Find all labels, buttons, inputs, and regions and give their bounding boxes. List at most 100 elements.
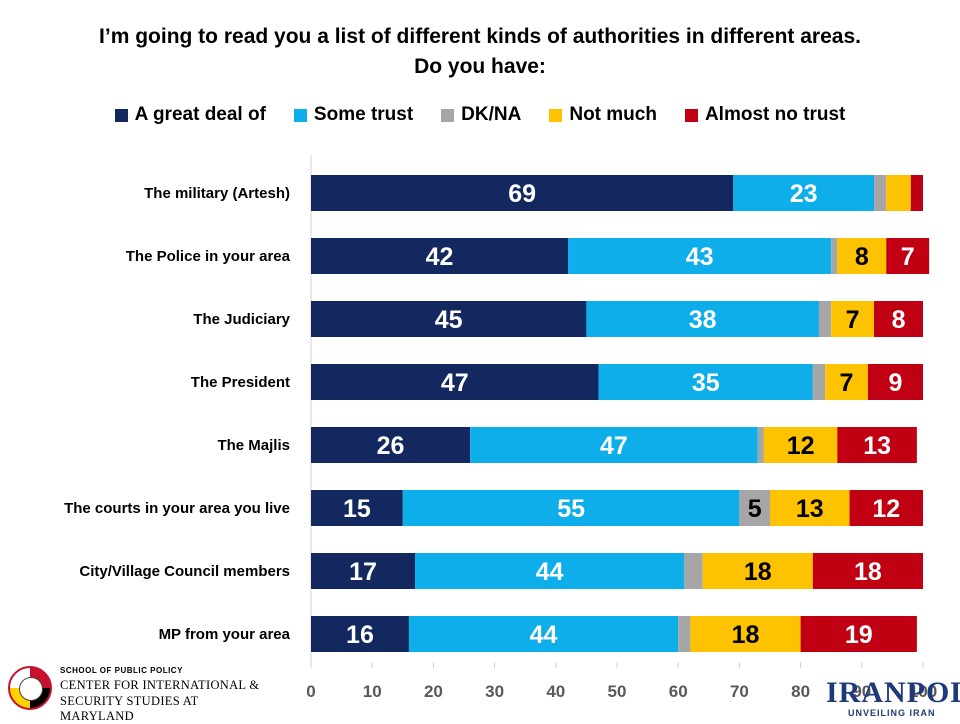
legend-item-almostno: Almost no trust [684, 104, 846, 126]
bar-segment-some [470, 427, 758, 463]
data-label: 16 [346, 621, 374, 649]
chart-title-line2: Do you have: [414, 55, 546, 78]
bar-segment-great [311, 301, 587, 337]
legend-item-great: A great deal of [114, 104, 266, 126]
bar-segment-great [311, 490, 403, 526]
data-label: 15 [343, 495, 371, 523]
iranpoll-logo: IRANPOLL UNVEILING IRAN [826, 678, 960, 719]
bar-segment-some [402, 490, 740, 526]
bar-segment-dk [684, 553, 703, 589]
data-label: 38 [689, 306, 717, 334]
bar-segment-dk [874, 175, 887, 211]
bar-segment-dk [739, 490, 770, 526]
x-tick-label: 90 [852, 682, 871, 701]
data-label: 45 [435, 306, 463, 334]
bar-segment-notmuch [837, 238, 887, 274]
bar-segment-almostno [867, 364, 923, 400]
data-label: 8 [892, 306, 906, 334]
data-label: 18 [732, 621, 760, 649]
category-label: MP from your area [159, 626, 291, 643]
bar-segment-some [586, 301, 819, 337]
category-label: The courts in your area you live [64, 500, 290, 517]
x-tick-label: 50 [608, 682, 627, 701]
legend-label-great: A great deal of [134, 104, 266, 125]
x-tick-label: 80 [791, 682, 810, 701]
legend-swatch-notmuch [549, 108, 563, 122]
bar-segment-great [311, 175, 734, 211]
legend-item-dk: DK/NA [441, 104, 521, 126]
legend-label-dk: DK/NA [461, 104, 522, 125]
bar-segment-almostno [837, 427, 917, 463]
legend-swatch-almostno [684, 108, 698, 122]
bar-segment-dk [831, 238, 838, 274]
bar-segment-some [415, 553, 685, 589]
category-label: The President [191, 374, 290, 391]
center-name-line1: CENTER FOR INTERNATIONAL & [60, 678, 260, 692]
legend-item-notmuch: Not much [549, 104, 657, 126]
iranpoll-tagline: UNVEILING IRAN [848, 708, 936, 718]
legend-swatch-great [114, 108, 128, 122]
bar-segment-dk [678, 616, 691, 652]
data-label: 43 [686, 243, 714, 271]
data-label: 19 [845, 621, 873, 649]
school-of-public-policy: SCHOOL OF PUBLIC POLICY [60, 666, 183, 675]
data-label: 9 [889, 369, 903, 397]
legend-item-some: Some trust [293, 104, 414, 126]
data-label: 5 [748, 495, 762, 523]
bar-segment-almostno [812, 553, 923, 589]
bar-segment-notmuch [825, 364, 868, 400]
bar-segment-great [311, 427, 471, 463]
data-label: 12 [787, 432, 815, 460]
iranpoll-wordmark: IRANPOLL [826, 676, 960, 709]
bar-segment-great [311, 364, 599, 400]
x-tick-label: 10 [363, 682, 382, 701]
chart-title: I’m going to read you a list of differen… [0, 22, 960, 82]
bar-segment-almostno [910, 175, 923, 211]
category-label: City/Village Council members [79, 563, 290, 580]
category-label: The military (Artesh) [144, 185, 290, 202]
data-label: 13 [863, 432, 891, 460]
bar-segment-great [311, 238, 569, 274]
bar-segment-dk [818, 301, 832, 337]
x-tick-label: 0 [306, 682, 315, 701]
chart-title-line1: I’m going to read you a list of differen… [99, 25, 861, 48]
data-label: 13 [796, 495, 824, 523]
data-label: 26 [377, 432, 405, 460]
legend-label-almostno: Almost no trust [704, 104, 846, 125]
category-label: The Majlis [217, 437, 290, 454]
data-label: 17 [349, 558, 377, 586]
x-tick-label: 70 [730, 682, 749, 701]
bar-segment-some [568, 238, 832, 274]
bar-segment-notmuch [702, 553, 813, 589]
category-label: The Judiciary [193, 311, 290, 328]
bar-segment-dk [812, 364, 826, 400]
data-label: 7 [840, 369, 854, 397]
umd-cissm-logo: SCHOOL OF PUBLIC POLICY CENTER FOR INTER… [8, 664, 268, 723]
data-label: 44 [530, 621, 558, 649]
data-label: 23 [790, 180, 818, 208]
bar-segment-notmuch [831, 301, 875, 337]
legend-swatch-some [293, 108, 307, 122]
data-label: 42 [426, 243, 454, 271]
data-label: 8 [855, 243, 869, 271]
bar-segment-notmuch [763, 427, 838, 463]
x-tick-label: 60 [669, 682, 688, 701]
bar-segment-almostno [800, 616, 917, 652]
bar-segment-great [311, 616, 409, 652]
x-tick-label: 100 [909, 682, 937, 701]
bar-segment-almostno [849, 490, 923, 526]
bar-segment-some [733, 175, 875, 211]
bar-segment-some [598, 364, 813, 400]
legend-label-some: Some trust [313, 104, 414, 125]
data-label: 18 [854, 558, 882, 586]
data-label: 47 [441, 369, 469, 397]
legend: A great deal of Some trust DK/NA Not muc… [0, 104, 960, 126]
legend-swatch-dk [441, 108, 455, 122]
category-label: The Police in your area [126, 248, 291, 265]
data-label: 18 [744, 558, 772, 586]
bar-segment-notmuch [886, 175, 911, 211]
data-label: 7 [846, 306, 860, 334]
legend-label-notmuch: Not much [569, 104, 657, 125]
umd-seal-icon [8, 666, 52, 710]
bar-segment-dk [757, 427, 764, 463]
